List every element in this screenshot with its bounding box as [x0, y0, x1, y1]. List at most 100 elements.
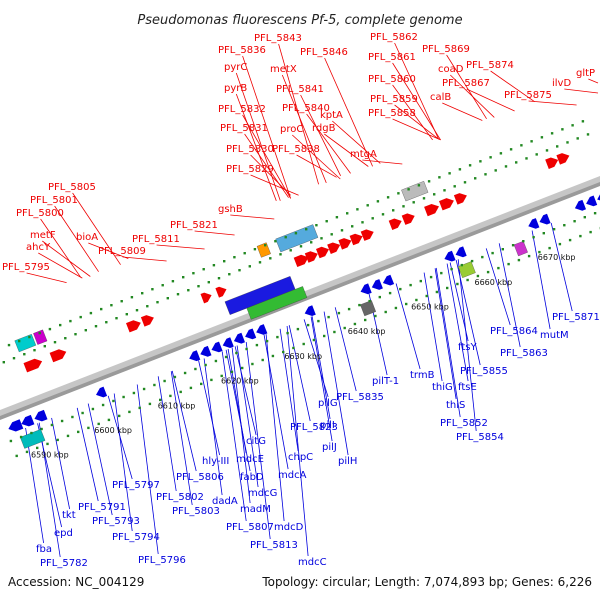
reverse-gene-label[interactable]: hly-III: [202, 456, 229, 467]
reverse-gene-label[interactable]: fabD: [240, 472, 264, 483]
reverse-gene-label[interactable]: mutM: [540, 330, 569, 341]
track-dot: [238, 269, 241, 272]
reverse-gene-label[interactable]: PFL_5835: [336, 392, 384, 403]
forward-gene-label[interactable]: PFL_5867: [442, 78, 490, 89]
track-dot: [310, 241, 313, 244]
forward-gene-label[interactable]: PFL_5809: [98, 246, 146, 257]
forward-gene-label[interactable]: PFL_5830: [226, 144, 274, 155]
track-dot: [527, 254, 531, 258]
forward-gene-label[interactable]: PFL_5846: [300, 47, 348, 58]
reverse-gene-label[interactable]: pilH: [338, 456, 357, 467]
forward-gene-label[interactable]: PFL_5841: [276, 84, 324, 95]
forward-gene-label[interactable]: PFL_5858: [368, 108, 416, 119]
reverse-gene-label[interactable]: PFL_5863: [500, 348, 548, 359]
reverse-gene-label[interactable]: PFL_5797: [112, 480, 160, 491]
reverse-gene-label[interactable]: PFL_5855: [460, 366, 508, 377]
forward-gene-label[interactable]: PFL_5875: [504, 90, 552, 101]
forward-gene-label[interactable]: PFL_5838: [272, 144, 320, 155]
forward-gene-label[interactable]: kptA: [320, 110, 343, 121]
reverse-gene-label[interactable]: PFL_5802: [156, 492, 204, 503]
forward-gene-label[interactable]: PFL_5862: [370, 32, 418, 43]
forward-gene-label[interactable]: ilvD: [552, 78, 571, 89]
forward-gene-label[interactable]: PFL_5829: [226, 164, 274, 175]
reverse-gene-label[interactable]: mdcA: [278, 470, 307, 481]
forward-gene-label[interactable]: pyrB: [224, 83, 247, 94]
reverse-gene-label[interactable]: thiS: [446, 400, 465, 411]
forward-gene-label[interactable]: metX: [270, 64, 297, 75]
track-dot: [538, 250, 541, 254]
reverse-gene-label[interactable]: pilG: [318, 398, 338, 409]
forward-gene-label[interactable]: PFL_5811: [132, 234, 180, 245]
reverse-gene-label[interactable]: thiG: [432, 382, 453, 393]
reverse-gene-label[interactable]: PFL_5782: [40, 558, 88, 569]
track-dot: [468, 164, 472, 167]
forward-gene-label[interactable]: PFL_5843: [254, 33, 302, 44]
forward-gene-label[interactable]: PFL_5859: [370, 94, 418, 105]
reverse-gene-label[interactable]: PFL_5803: [172, 506, 220, 517]
reverse-gene-label[interactable]: PFL_5823: [290, 422, 338, 433]
track-dot: [207, 281, 210, 284]
forward-gene-label[interactable]: PFL_5836: [218, 45, 266, 56]
forward-gene-label[interactable]: proC: [280, 124, 303, 135]
reverse-gene-label[interactable]: PFL_5864: [490, 326, 538, 337]
reverse-gene-label[interactable]: pilT-1: [372, 376, 399, 387]
forward-gene-label[interactable]: PFL_5800: [16, 208, 64, 219]
reverse-gene-label[interactable]: PFL_5794: [112, 532, 160, 543]
reverse-gene-label[interactable]: PFL_5807: [226, 522, 274, 533]
reverse-gene-label[interactable]: citG: [246, 436, 266, 447]
forward-gene-label[interactable]: PFL_5861: [368, 52, 416, 63]
reverse-gene-label[interactable]: ftsY: [458, 342, 477, 353]
forward-connector: [42, 240, 91, 277]
forward-gene-label[interactable]: metF: [30, 230, 56, 241]
forward-gene-label[interactable]: PFL_5840: [282, 103, 330, 114]
forward-gene-label[interactable]: PFL_5860: [368, 74, 416, 85]
reverse-gene-label[interactable]: PFL_5791: [78, 502, 126, 513]
reverse-gene-label[interactable]: tkt: [62, 510, 76, 521]
forward-gene-label[interactable]: ahcY: [26, 242, 51, 253]
forward-gene-label[interactable]: PFL_5869: [422, 44, 470, 55]
reverse-gene-label[interactable]: madM: [240, 504, 271, 515]
reverse-gene-label[interactable]: PFL_5852: [440, 418, 488, 429]
forward-gene-label[interactable]: PFL_5795: [2, 262, 50, 273]
track-dot: [435, 290, 439, 294]
track-dot: [552, 228, 556, 231]
forward-gene-label[interactable]: gshB: [218, 204, 243, 215]
reverse-gene-label[interactable]: ftsE: [458, 382, 477, 393]
reverse-gene-label[interactable]: chpC: [288, 452, 313, 463]
forward-gene-label[interactable]: bioA: [76, 232, 98, 243]
track-dot: [330, 233, 333, 236]
forward-gene-label[interactable]: gltP: [576, 68, 595, 79]
forward-gene-label[interactable]: PFL_5805: [48, 182, 96, 193]
track-dot: [230, 370, 234, 374]
reverse-gene-label[interactable]: PFL_5793: [92, 516, 140, 527]
reverse-gene-label[interactable]: fba: [36, 544, 52, 555]
reverse-gene-label[interactable]: dadA: [212, 496, 238, 507]
forward-gene-label[interactable]: pyrC: [224, 62, 247, 73]
forward-gene-label[interactable]: rdgB: [312, 123, 336, 134]
forward-gene-label[interactable]: PFL_5874: [466, 60, 514, 71]
reverse-gene-label[interactable]: mdcG: [248, 488, 277, 499]
reverse-gene-label[interactable]: pilI: [320, 420, 335, 431]
reverse-gene-label[interactable]: PFL_5796: [138, 555, 186, 566]
track-dot: [299, 245, 303, 248]
reverse-connector: [245, 341, 271, 540]
forward-gene-label[interactable]: PFL_5831: [220, 123, 268, 134]
reverse-gene-label[interactable]: trmB: [410, 370, 435, 381]
reverse-gene-label[interactable]: mdcC: [298, 557, 327, 568]
forward-gene-label[interactable]: mtgA: [350, 149, 377, 160]
forward-gene-label[interactable]: PFL_5801: [30, 195, 78, 206]
reverse-gene-label[interactable]: mdcE: [236, 454, 264, 465]
forward-gene-label[interactable]: coaD: [438, 64, 464, 75]
reverse-gene-label[interactable]: PFL_5806: [176, 472, 224, 483]
reverse-gene-label[interactable]: epd: [54, 528, 73, 539]
forward-gene-label[interactable]: calB: [430, 92, 451, 103]
forward-gene-label[interactable]: PFL_5821: [170, 220, 218, 231]
track-dot: [69, 319, 72, 323]
reverse-gene-label[interactable]: PFL_5871: [552, 312, 600, 323]
reverse-gene-label[interactable]: PFL_5813: [250, 540, 298, 551]
forward-gene-label[interactable]: PFL_5832: [218, 104, 266, 115]
reverse-gene-label[interactable]: PFL_5854: [456, 432, 504, 443]
reverse-gene-label[interactable]: pilJ: [322, 442, 337, 453]
reverse-gene-label[interactable]: mdcD: [274, 522, 304, 533]
